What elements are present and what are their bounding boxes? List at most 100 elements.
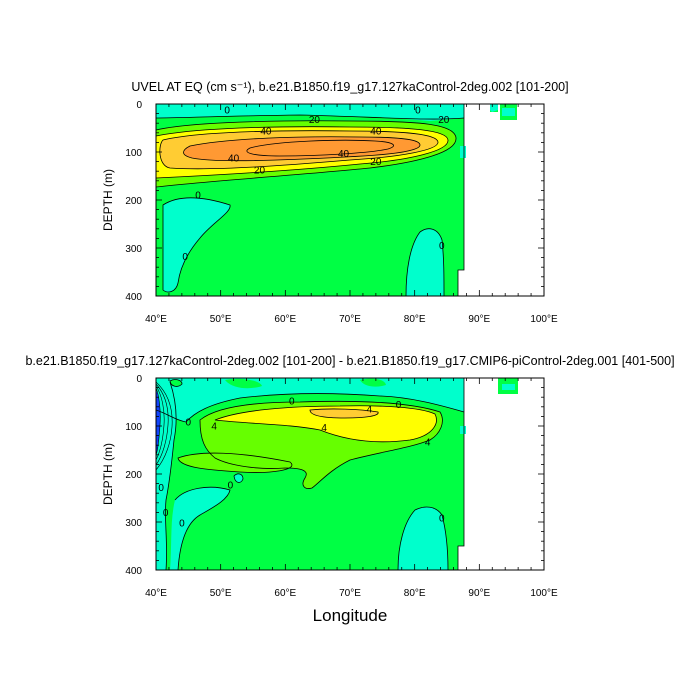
land-mask <box>458 378 544 570</box>
panel-1-title: UVEL AT EQ (cm s⁻¹), b.e21.B1850.f19_g17… <box>131 80 568 94</box>
panel-2-ylabel: DEPTH (m) <box>101 443 115 505</box>
east-patch-e <box>460 146 466 158</box>
deep-negative-east <box>406 228 444 296</box>
contour-label: 0 <box>186 418 192 429</box>
anomaly-band-6 <box>310 408 379 418</box>
y-tick-label: 300 <box>125 518 142 529</box>
contour-line <box>156 383 169 466</box>
contour-label: 20 <box>438 115 450 126</box>
lower-tongue <box>178 453 292 473</box>
contour-label: 40 <box>370 126 382 137</box>
contour-line <box>174 486 231 570</box>
panel-2-title: b.e21.B1850.f19_g17.127kaControl-2deg.00… <box>25 354 674 368</box>
anomaly-band-4 <box>215 405 437 442</box>
panel-1-x-ticks: 40°E 50°E 60°E 70°E 80°E 90°E 100°E <box>145 104 558 325</box>
contour-line <box>156 393 465 423</box>
contour-label: 40 <box>338 149 350 160</box>
contour-line <box>397 506 449 570</box>
x-tick-label: 60°E <box>274 588 296 599</box>
panel-1: UVEL AT EQ (cm s⁻¹), b.e21.B1850.f19_g17… <box>101 80 569 325</box>
x-tick-label: 50°E <box>210 588 232 599</box>
east-patch <box>502 384 515 390</box>
x-tick-label: 100°E <box>530 314 558 325</box>
y-tick-label: 100 <box>125 148 142 159</box>
x-tick-label: 100°E <box>530 588 558 599</box>
x-tick-label: 90°E <box>468 588 490 599</box>
contour-line <box>457 104 465 296</box>
contour-line <box>233 473 244 483</box>
contour-label: 0 <box>415 105 421 116</box>
land-mask <box>458 104 544 296</box>
y-tick-label: 300 <box>125 244 142 255</box>
panel-1-field <box>156 104 544 296</box>
panel-2-xlabel: Longitude <box>313 606 388 625</box>
contour-line <box>165 381 177 570</box>
contour-label: 20 <box>370 157 382 168</box>
contour-label: 0 <box>195 191 201 202</box>
x-tick-label: 70°E <box>339 588 361 599</box>
contour-label: 0 <box>228 481 234 492</box>
panel-1-ylabel: DEPTH (m) <box>101 169 115 231</box>
contour-line <box>156 381 173 471</box>
panel-2: b.e21.B1850.f19_g17.127kaControl-2deg.00… <box>25 354 674 625</box>
y-tick-label: 400 <box>125 292 142 303</box>
contour-line <box>156 126 449 179</box>
panel-1-contours <box>156 104 465 296</box>
contour-line <box>183 136 421 162</box>
x-tick-label: 50°E <box>210 314 232 325</box>
contour-label: 20 <box>254 166 266 177</box>
contour-line <box>246 139 394 157</box>
contour-label: 0 <box>158 483 164 494</box>
panel-2-x-ticks: 40°E 50°E 60°E 70°E 80°E 90°E 100°E <box>145 378 558 599</box>
contour-line <box>159 130 439 170</box>
west-negative-column <box>156 382 177 570</box>
contour-label: 4 <box>211 422 217 433</box>
surface-patch <box>360 378 386 387</box>
contour-line <box>156 114 465 120</box>
east-patch <box>460 426 466 434</box>
deep-negative-west <box>163 197 231 292</box>
contour-line <box>309 408 379 419</box>
contour-line <box>177 452 293 473</box>
contour-line <box>199 400 443 489</box>
contour-label: 0 <box>163 508 169 519</box>
y-tick-label: 400 <box>125 566 142 577</box>
x-tick-label: 70°E <box>339 314 361 325</box>
surface-negative-band <box>156 378 464 422</box>
west-boundary-contours <box>156 381 173 471</box>
x-tick-label: 90°E <box>468 314 490 325</box>
contour-label: 0 <box>289 397 295 408</box>
surface-negative-band <box>156 104 464 121</box>
contour-line <box>405 228 445 296</box>
contour-line <box>169 379 183 387</box>
y-tick-label: 0 <box>136 100 142 111</box>
contour-line <box>156 385 165 461</box>
contour-label: 0 <box>439 514 445 525</box>
contour-label: 0 <box>439 241 445 252</box>
contour-line <box>214 405 437 443</box>
x-tick-label: 40°E <box>145 314 167 325</box>
y-tick-label: 0 <box>136 374 142 385</box>
x-tick-label: 80°E <box>404 314 426 325</box>
jet-band-40 <box>246 140 394 156</box>
contour-label: 0 <box>179 518 185 529</box>
contour-line <box>457 378 465 570</box>
contour-label: 40 <box>228 154 240 165</box>
surface-patch <box>225 378 262 389</box>
contour-line <box>156 387 161 456</box>
contour-label: 0 <box>396 400 402 411</box>
contour-label: 0 <box>182 252 188 263</box>
surface-patch <box>170 379 182 387</box>
panel-1-contour-labels: 0 0 20 20 40 40 40 40 20 20 0 0 0 <box>182 105 449 263</box>
contour-line <box>156 120 457 188</box>
y-tick-label: 200 <box>125 470 142 481</box>
west-strong-negative <box>156 390 161 455</box>
x-tick-label: 40°E <box>145 588 167 599</box>
east-patch-d <box>502 108 515 116</box>
x-tick-label: 80°E <box>404 588 426 599</box>
panel-2-contours <box>156 378 465 570</box>
